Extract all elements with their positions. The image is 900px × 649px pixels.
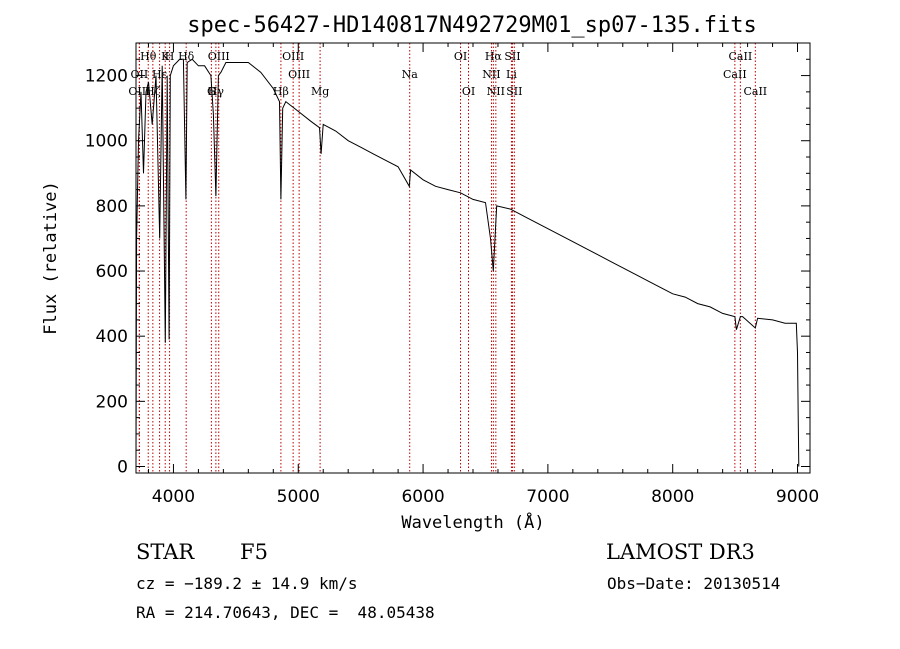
line-markers (138, 43, 756, 473)
y-tick-label: 1200 (85, 67, 128, 87)
line-marker-label: Hε (152, 68, 168, 81)
line-marker-label: G (207, 85, 216, 98)
x-axis: 4000 5000 6000 7000 8000 9000 (147, 43, 819, 507)
x-tick-label: 8000 (651, 487, 694, 507)
line-marker-label: Na (402, 68, 419, 81)
line-marker-labels: HθOIIOIIIKHHεHζHδGHγOIIIHβOIIIOIIIMgNaOI… (128, 50, 767, 98)
x-tick-label: 5000 (277, 487, 320, 507)
x-tick-label: 7000 (526, 487, 569, 507)
line-marker-label: Hγ (208, 85, 225, 98)
x-tick-label: 4000 (152, 487, 195, 507)
survey-name: LAMOST DR3 (606, 540, 755, 564)
y-tick-label: 800 (96, 197, 128, 217)
line-marker-label: SII (506, 85, 522, 98)
redshift-velocity: cz = −189.2 ± 14.9 km/s (136, 574, 358, 593)
line-marker-label: OI (454, 50, 467, 63)
y-tick-label: 1000 (85, 132, 128, 152)
line-marker-label: Hβ (273, 85, 289, 98)
x-tick-label: 6000 (401, 487, 444, 507)
line-marker-label: Hα (485, 50, 503, 63)
line-marker-label: Li (506, 68, 517, 81)
line-marker-label: Mg (311, 85, 329, 98)
spectrum-line (135, 58, 800, 467)
line-marker-label: CaII (723, 68, 747, 81)
y-tick-label: 200 (96, 392, 128, 412)
line-marker-label: OII (131, 68, 149, 81)
observation-date: Obs−Date: 20130514 (607, 574, 781, 593)
plot-frame (135, 42, 811, 474)
coordinates: RA = 214.70643, DEC = 48.05438 (136, 603, 435, 622)
chart-title: spec-56427-HD140817N492729M01_sp07-135.f… (187, 13, 757, 38)
line-marker-label: CaII (729, 50, 753, 63)
y-axis: 0 200 400 600 800 1000 1200 (85, 58, 810, 477)
line-marker-label: H (165, 50, 175, 63)
x-tick-label: 9000 (776, 487, 819, 507)
line-marker-label: Hδ (178, 50, 195, 63)
line-marker-label: OI (462, 85, 475, 98)
object-subclass: F5 (240, 540, 268, 564)
line-marker-label: OIII (282, 50, 304, 63)
line-marker-label: NII (482, 68, 500, 81)
y-tick-label: 400 (96, 327, 128, 347)
spectrum-chart: spec-56427-HD140817N492729M01_sp07-135.f… (41, 13, 819, 533)
x-axis-label: Wavelength (Å) (401, 511, 544, 533)
line-marker-label: CaII (743, 85, 767, 98)
line-marker-label: Hθ (140, 50, 157, 63)
y-tick-label: 600 (96, 262, 128, 282)
line-marker-label: NII (487, 85, 505, 98)
y-axis-label: Flux (relative) (41, 181, 61, 335)
y-tick-label: 0 (117, 457, 128, 477)
line-marker-label: OIII (288, 68, 310, 81)
line-marker-label: K (161, 50, 170, 63)
line-marker-label: SII (504, 50, 520, 63)
line-marker-label: OIII (208, 50, 230, 63)
object-class: STAR (136, 540, 195, 564)
